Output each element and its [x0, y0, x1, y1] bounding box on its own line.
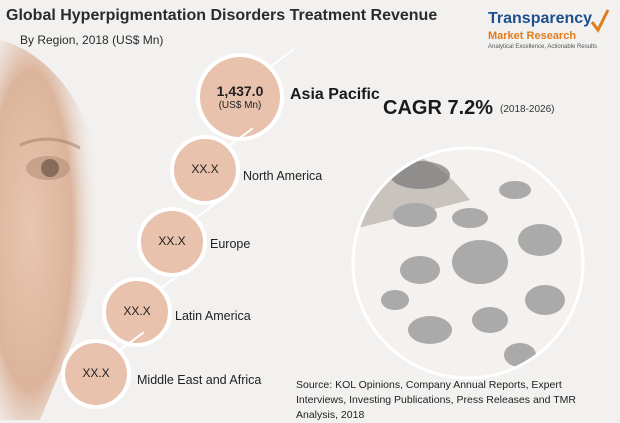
region-bubble — [102, 277, 172, 347]
region-name: Latin America — [175, 309, 251, 323]
face-eyebrow — [19, 137, 81, 150]
cagr-period: (2018-2026) — [500, 104, 555, 115]
checkmark-icon — [590, 9, 610, 33]
region-name: North America — [243, 169, 323, 183]
region-value: 1,437.0 — [216, 83, 264, 99]
bubble-connector — [195, 199, 221, 220]
region-name: Middle East and Africa — [137, 373, 262, 387]
logo-name-line1: Transparency — [488, 10, 593, 27]
bubble-connector — [160, 269, 186, 290]
bubble-connector — [269, 47, 295, 68]
source-note: Source: KOL Opinions, Company Annual Rep… — [296, 379, 576, 421]
bubble-connector — [228, 127, 254, 148]
logo-tagline: Analytical Excellence, Actionable Result… — [488, 44, 598, 50]
chart-title: Global Hyperpigmentation Disorders Treat… — [6, 7, 438, 24]
region-value: XX.X — [123, 304, 151, 318]
region-value: XX.X — [158, 234, 186, 248]
face-eye-pupil — [41, 159, 59, 177]
company-logo: Transparency Market Research Analytical … — [478, 9, 618, 58]
cagr-value: CAGR 7.2% — [383, 97, 494, 119]
region-value: XX.X — [82, 366, 110, 380]
region-name: Europe — [210, 237, 251, 251]
region-bubble — [137, 207, 207, 277]
region-name: Asia Pacific — [290, 86, 380, 103]
region-bubble — [170, 135, 240, 205]
region-value: XX.X — [191, 162, 219, 176]
region-unit: (US$ Mn) — [218, 100, 262, 111]
chart-subtitle: By Region, 2018 (US$ Mn) — [20, 33, 164, 47]
bubble-connector — [119, 331, 145, 352]
logo-name-line2: Market Research — [488, 30, 577, 42]
face-silhouette — [0, 40, 101, 420]
region-bubble — [61, 339, 131, 409]
